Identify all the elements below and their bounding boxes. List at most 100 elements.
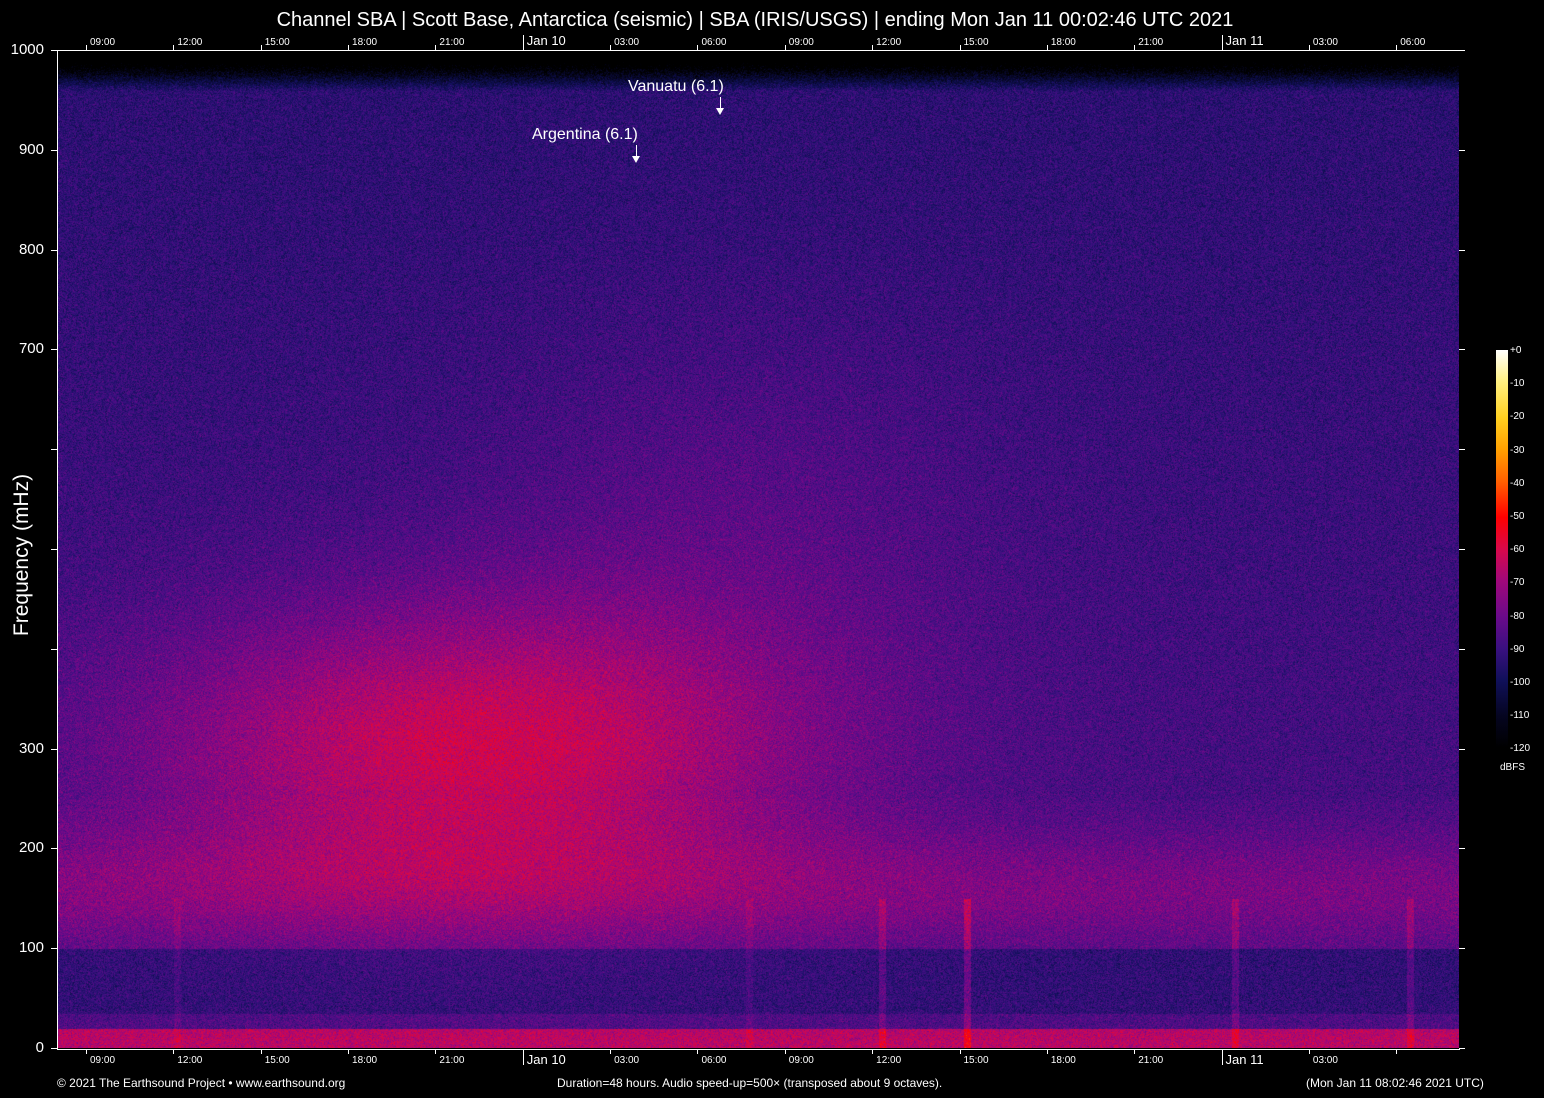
top-tick [435,45,436,50]
y-tick-left [51,1048,57,1049]
y-tick-label: 0 [36,1039,44,1056]
top-tick [1222,35,1223,51]
bottom-tick [348,1049,349,1054]
colorbar-tick-label: -110 [1510,710,1529,721]
y-tick-left [51,848,57,849]
bottom-tick-label: 09:00 [90,1055,115,1066]
bottom-tick [1396,1049,1397,1054]
colorbar-tick-label: -30 [1510,445,1524,456]
y-tick-label: 700 [19,340,44,357]
top-tick [872,45,873,50]
top-tick [523,35,524,51]
y-axis-label: Frequency (mHz) [10,474,34,636]
top-tick-label: Jan 10 [527,33,566,48]
annotation-vanuatu: Vanuatu (6.1) [628,78,724,96]
top-tick-label: 03:00 [1313,37,1338,48]
top-tick [173,45,174,50]
bottom-tick-label: 15:00 [964,1055,989,1066]
top-tick [610,45,611,50]
top-tick-label: 21:00 [439,37,464,48]
y-tick-left [51,649,57,650]
colorbar-tick-label: -60 [1510,544,1524,555]
bottom-tick-label: 18:00 [352,1055,377,1066]
bottom-tick [435,1049,436,1054]
bottom-tick-label: Jan 11 [1226,1052,1264,1067]
bottom-tick-label: 21:00 [1138,1055,1163,1066]
top-tick [1309,45,1310,50]
y-tick-right [1459,50,1465,51]
bottom-tick-label: 18:00 [1051,1055,1076,1066]
top-tick-label: 18:00 [352,37,377,48]
bottom-tick [960,1049,961,1054]
y-tick-right [1459,848,1465,849]
colorbar-tick-label: -20 [1510,411,1524,422]
arrow-head-icon [632,156,640,163]
top-tick [1134,45,1135,50]
bottom-tick [261,1049,262,1054]
plot-frame [57,50,1460,1050]
y-tick-left [51,449,57,450]
y-tick-right [1459,749,1465,750]
colorbar-unit: dBFS [1500,762,1525,773]
bottom-tick [1309,1049,1310,1054]
top-tick-label: 03:00 [614,37,639,48]
top-tick-label: 18:00 [1051,37,1076,48]
top-tick [697,45,698,50]
bottom-tick [1047,1049,1048,1054]
bottom-tick-label: 12:00 [177,1055,202,1066]
top-tick-label: 06:00 [701,37,726,48]
colorbar-tick-label: -100 [1510,677,1530,688]
top-tick-label: Jan 11 [1226,33,1264,48]
top-tick [1396,45,1397,50]
top-tick [261,45,262,50]
bottom-tick-label: 03:00 [1313,1055,1338,1066]
top-tick-label: 06:00 [1400,37,1425,48]
y-tick-label: 300 [19,740,44,757]
footer-timestamp: (Mon Jan 11 08:02:46 2021 UTC) [1306,1076,1484,1090]
y-tick-left [51,250,57,251]
y-tick-left [51,749,57,750]
bottom-tick-label: 03:00 [614,1055,639,1066]
colorbar-tick-label: -10 [1510,378,1524,389]
y-tick-right [1459,449,1465,450]
y-tick-left [51,150,57,151]
y-tick-right [1459,349,1465,350]
y-tick-left [51,948,57,949]
colorbar-tick-label: -50 [1510,511,1524,522]
bottom-tick [523,1049,524,1065]
bottom-tick [872,1049,873,1054]
top-tick [348,45,349,50]
bottom-tick-label: 12:00 [876,1055,901,1066]
colorbar-tick-label: -80 [1510,611,1524,622]
y-tick-label: 200 [19,839,44,856]
bottom-tick-label: Jan 10 [527,1052,566,1067]
colorbar-tick-label: -40 [1510,478,1524,489]
bottom-tick [610,1049,611,1054]
annotation-argentina: Argentina (6.1) [532,126,638,144]
y-tick-right [1459,649,1465,650]
arrow-head-icon [716,108,724,115]
y-tick-right [1459,150,1465,151]
y-tick-label: 900 [19,141,44,158]
top-tick-label: 12:00 [177,37,202,48]
y-tick-label: 800 [19,241,44,258]
bottom-tick [1222,1049,1223,1065]
bottom-tick [697,1049,698,1054]
top-tick-label: 09:00 [789,37,814,48]
bottom-tick [86,1049,87,1054]
top-tick [1047,45,1048,50]
bottom-tick [173,1049,174,1054]
bottom-tick-label: 06:00 [701,1055,726,1066]
y-tick-right [1459,549,1465,550]
y-tick-left [51,50,57,51]
bottom-tick [785,1049,786,1054]
colorbar [1496,350,1508,748]
chart-title: Channel SBA | Scott Base, Antarctica (se… [0,9,1510,32]
footer-duration: Duration=48 hours. Audio speed-up=500× (… [557,1076,942,1090]
bottom-tick-label: 15:00 [265,1055,290,1066]
y-tick-left [51,549,57,550]
top-tick-label: 09:00 [90,37,115,48]
y-tick-left [51,349,57,350]
top-tick-label: 15:00 [265,37,290,48]
colorbar-tick-label: -120 [1510,743,1530,754]
